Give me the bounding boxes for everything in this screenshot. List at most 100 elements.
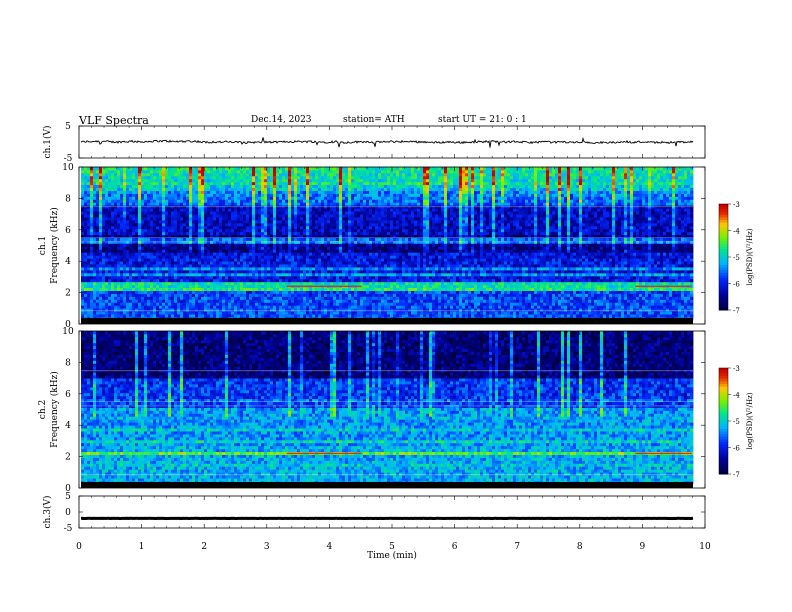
spectrogram-cell xyxy=(114,255,118,259)
spectrogram-cell xyxy=(105,287,109,291)
spectrogram-cell xyxy=(210,299,214,303)
spectrogram-cell xyxy=(546,249,550,253)
spectrogram-cell xyxy=(81,261,85,265)
spectrogram-cell xyxy=(420,296,424,300)
spectrogram-cell xyxy=(117,296,121,300)
spectrogram-cell xyxy=(210,284,214,289)
spectrogram-cell xyxy=(663,267,667,271)
spectrogram-cell xyxy=(204,290,208,294)
spectrogram-cell xyxy=(150,314,154,318)
spectrogram-cell xyxy=(348,269,352,274)
spectrogram-cell xyxy=(489,264,493,268)
spectrogram-cell xyxy=(492,290,496,294)
spectrogram-cell xyxy=(522,255,526,259)
spectrogram-cell xyxy=(267,305,271,309)
spectrogram-cell xyxy=(507,249,511,253)
spectrogram-cell xyxy=(138,308,142,312)
spectrogram-cell xyxy=(306,305,310,309)
spectrogram-cell xyxy=(411,293,415,297)
spectrogram-cell xyxy=(342,287,346,291)
spectrogram-cell xyxy=(342,252,346,256)
spectrogram-cell xyxy=(678,311,682,315)
spectrogram-cell xyxy=(195,287,199,291)
spectrogram-cell xyxy=(624,314,628,318)
spectrogram-cell xyxy=(486,305,490,309)
spectrogram-cell xyxy=(516,305,520,309)
spectrogram-cell xyxy=(576,302,580,306)
spectrogram-cell xyxy=(510,269,514,274)
spectrogram-cell xyxy=(555,281,559,286)
spectrogram-cell xyxy=(303,255,307,259)
spectrogram-cell xyxy=(201,290,205,294)
spectrogram-cell xyxy=(354,287,358,291)
spectrogram-cell xyxy=(672,275,676,280)
spectrogram-cell xyxy=(141,272,145,277)
spectrogram-cell xyxy=(105,269,109,274)
spectrogram-cell xyxy=(279,302,283,306)
spectrogram-cell xyxy=(438,249,442,253)
spectrogram-cell xyxy=(324,269,328,274)
spectrogram-cell xyxy=(270,311,274,315)
spectrogram-cell xyxy=(657,296,661,300)
spectrogram-cell xyxy=(549,269,553,274)
spectrogram-cell xyxy=(441,261,445,265)
spectrogram-cell xyxy=(252,258,256,262)
spectrogram-cell xyxy=(507,287,511,291)
spectrogram-cell xyxy=(654,299,658,303)
spectrogram-cell xyxy=(381,255,385,259)
spectrogram-cell xyxy=(138,311,142,315)
spectrogram-cell xyxy=(279,275,283,280)
spectrogram-cell xyxy=(288,311,292,315)
spectrogram-cell xyxy=(666,261,670,265)
spectrogram-cell xyxy=(252,314,256,318)
spectrogram-cell xyxy=(531,293,535,297)
spectrogram-cell xyxy=(195,269,199,274)
spectrogram-cell xyxy=(369,272,373,277)
spectrogram-cell xyxy=(141,311,145,315)
spectrogram-cell xyxy=(309,314,313,318)
spectrogram-cell xyxy=(546,272,550,277)
spectrogram-cell xyxy=(519,252,523,256)
spectrogram-cell xyxy=(105,261,109,265)
spectrogram-cell xyxy=(360,278,364,283)
spectrogram-cell xyxy=(102,290,106,294)
spectrogram-cell xyxy=(339,272,343,277)
spectrogram-cell xyxy=(522,284,526,289)
spectrogram-cell xyxy=(453,305,457,309)
spectrogram-cell xyxy=(249,305,253,309)
spectrogram-cell xyxy=(312,311,316,315)
spectrogram-cell xyxy=(414,267,418,271)
spectrogram-cell xyxy=(285,275,289,280)
spectrogram-cell xyxy=(186,252,190,256)
spectrogram-cell xyxy=(153,290,157,294)
spectrogram-cell xyxy=(525,267,529,271)
spectrogram-cell xyxy=(486,290,490,294)
spectrogram-cell xyxy=(249,296,253,300)
spectrogram-cell xyxy=(684,287,688,291)
spectrogram-cell xyxy=(459,269,463,274)
spectrogram-cell xyxy=(492,261,496,265)
spectrogram-cell xyxy=(249,275,253,280)
spectrogram-cell xyxy=(564,290,568,294)
spectrogram-cell xyxy=(675,275,679,280)
spectrogram-cell xyxy=(627,281,631,286)
spectrogram-cell xyxy=(159,267,163,271)
spectrogram-cell xyxy=(294,275,298,280)
spectrogram-cell xyxy=(252,299,256,303)
spectrogram-cell xyxy=(147,284,151,289)
spectrogram-cell xyxy=(582,299,586,303)
spectrogram-cell xyxy=(483,305,487,309)
spectrogram-cell xyxy=(390,302,394,306)
spectrogram-cell xyxy=(246,287,250,291)
spectrogram-cell xyxy=(408,264,412,268)
spectrogram-cell xyxy=(345,290,349,294)
spectrogram-cell xyxy=(414,287,418,291)
spectrogram-cell xyxy=(282,249,286,253)
spectrogram-cell xyxy=(210,305,214,309)
spectrogram-cell xyxy=(522,261,526,265)
spectrogram-cell xyxy=(510,302,514,306)
spectrogram-cell xyxy=(687,311,691,315)
spectrogram-cell xyxy=(537,252,541,256)
spectrogram-cell xyxy=(237,252,241,256)
spectrogram-cell xyxy=(372,281,376,286)
